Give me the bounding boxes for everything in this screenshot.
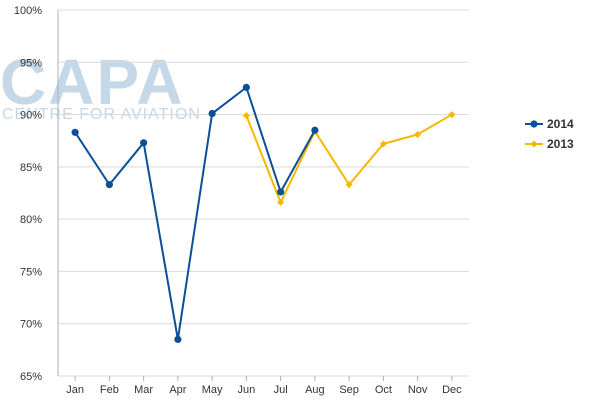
x-tick-label: Jun xyxy=(238,384,256,396)
watermark-brand: CAPA xyxy=(0,46,185,118)
x-tick-label: May xyxy=(202,384,223,396)
x-tick-label: Feb xyxy=(100,384,119,396)
series-lines xyxy=(71,83,456,343)
legend-marker-2014 xyxy=(530,120,538,128)
data-point-2014 xyxy=(140,139,148,147)
data-point-2014 xyxy=(277,188,285,196)
x-tick-label: Sep xyxy=(339,384,359,396)
data-point-2014 xyxy=(105,181,113,189)
series-line-2013 xyxy=(245,113,453,204)
y-tick-label: 80% xyxy=(20,214,42,226)
series-2013 xyxy=(242,111,456,206)
legend-item-2013: 2013 xyxy=(525,137,574,151)
x-tick-label: Aug xyxy=(305,384,325,396)
data-point-2013 xyxy=(448,111,456,119)
data-point-2013 xyxy=(379,140,387,148)
data-point-2014 xyxy=(242,83,250,91)
gridlines xyxy=(58,9,469,377)
series-line-2014 xyxy=(74,86,316,341)
y-tick-label: 75% xyxy=(20,266,42,278)
data-point-2013 xyxy=(345,181,353,189)
data-point-2014 xyxy=(311,126,319,134)
legend: 2014 2013 xyxy=(525,117,574,151)
y-tick-label: 85% xyxy=(20,162,42,174)
x-tick-label: Mar xyxy=(134,384,153,396)
legend-item-2014: 2014 xyxy=(525,117,574,131)
x-tick-label: Oct xyxy=(375,384,392,396)
y-tick-label: 90% xyxy=(20,110,42,122)
x-tick-label: Apr xyxy=(169,384,186,396)
x-tick-label: Nov xyxy=(408,384,428,396)
x-tick-label: Jul xyxy=(274,384,288,396)
x-tick-label: Jan xyxy=(66,384,84,396)
y-tick-label: 95% xyxy=(20,57,42,69)
data-point-2013 xyxy=(414,130,422,138)
y-tick-label: 100% xyxy=(14,5,42,17)
data-point-2014 xyxy=(71,128,79,136)
data-point-2014 xyxy=(208,109,216,118)
data-point-2013 xyxy=(277,198,285,206)
legend-label: 2014 xyxy=(547,117,574,131)
y-tick-label: 65% xyxy=(20,371,42,383)
series-2014 xyxy=(71,83,319,343)
legend-label: 2013 xyxy=(547,137,574,151)
data-point-2013 xyxy=(242,112,250,120)
axes: 65% 70% 75% 80% 85% 90% 95% 100% Jan Feb Mar Apr May… xyxy=(14,5,462,396)
y-tick-label: 70% xyxy=(20,319,42,331)
x-tick-label: Dec xyxy=(442,384,462,396)
legend-marker-2013 xyxy=(530,140,538,148)
data-point-2014 xyxy=(174,335,182,343)
